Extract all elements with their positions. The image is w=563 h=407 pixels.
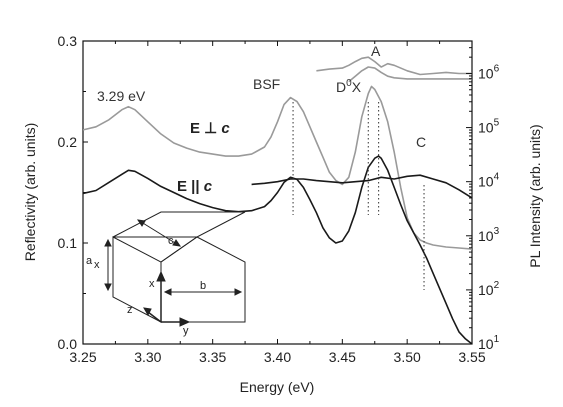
y-right-tick-label: 101: [478, 334, 500, 352]
annotation-c: C: [416, 134, 426, 150]
x-tick-label: 3.55: [458, 349, 485, 365]
inset-top-ridge: [160, 236, 198, 263]
inset-a-arrowhead-2: [104, 283, 112, 292]
annotation-d0x: D0X: [336, 78, 362, 95]
inset-b-arrowhead-1: [163, 288, 172, 296]
x-tick-label: 3.50: [394, 349, 421, 365]
annotation-e-par-c-italic: c: [204, 178, 213, 195]
series-line-5: [348, 66, 472, 83]
annotation-329ev: 3.29 eV: [97, 88, 146, 104]
y-left-tick-label: 0.0: [58, 336, 78, 352]
inset-c-arrowhead-1: [136, 219, 146, 227]
y-left-tick-label: 0.3: [58, 33, 78, 49]
inset-z-axis-arrow: [147, 311, 162, 323]
y-right-tick-label: 104: [478, 172, 500, 190]
inset-z-axis-arrowhead: [143, 307, 152, 317]
x-tick-label: 3.25: [69, 349, 96, 365]
series-line-3: [251, 174, 472, 199]
series-line-4: [316, 56, 472, 76]
y-right-tick-label: 103: [478, 226, 500, 244]
inset-crystal-diagram: [104, 211, 246, 327]
inset-label-y: y: [183, 325, 189, 337]
y-left-tick-label: 0.1: [58, 235, 78, 251]
x-tick-label: 3.40: [264, 349, 291, 365]
y-right-tick-label: 106: [478, 63, 500, 81]
annotation-e-perp-c: E ⊥ c: [190, 120, 230, 137]
series-layer: [83, 56, 472, 344]
series-line-2: [83, 155, 472, 344]
y-right-tick-label: 102: [478, 280, 500, 298]
inset-label-a: a: [86, 255, 93, 267]
series-line-1: [83, 85, 472, 250]
marker-lines: [292, 102, 425, 290]
inset-c-arrowhead-2: [172, 239, 182, 247]
inset-top-face: [112, 211, 246, 238]
y-axis-right-title: PL Intensity (arb. units): [527, 124, 543, 267]
inset-c-arrow: [137, 219, 181, 247]
inset-label-b: b: [200, 280, 206, 292]
x-axis-title: Energy (eV): [240, 379, 315, 395]
y-left-tick-label: 0.2: [58, 134, 78, 150]
y-axis-left-title: Reflectivity (arb. units): [22, 123, 38, 261]
annotation-e-par-prefix: E ||: [177, 178, 204, 195]
x-tick-label: 3.30: [134, 349, 161, 365]
annotation-a: A: [371, 43, 381, 59]
annotation-bsf: BSF: [253, 76, 280, 92]
inset-label-c: c: [168, 235, 174, 247]
inset-a-arrowhead-1: [104, 238, 112, 247]
inset-label-a-sub: x: [94, 259, 100, 271]
inset-label-x: x: [149, 278, 155, 290]
inset-b-arrowhead-2: [234, 288, 243, 296]
y-right-tick-label: 105: [478, 118, 500, 136]
x-tick-label: 3.45: [329, 349, 356, 365]
ticks-layer: 3.25 3.30 3.35 3.40 3.45 3.50 3.55 0.0 0.1 0.2 0.3…: [58, 33, 500, 365]
inset-label-z: z: [127, 304, 133, 316]
annotation-e-perp-c-italic: c: [221, 120, 230, 137]
annotation-d0x-sup: 0: [346, 78, 352, 89]
annotation-e-par-c: E || c: [177, 178, 213, 195]
annotation-d0x-d: D: [336, 79, 346, 95]
inset-x-axis-arrowhead: [156, 270, 166, 282]
inset-y-axis-arrowhead: [179, 317, 191, 327]
x-tick-label: 3.35: [199, 349, 226, 365]
annotation-d0x-x: X: [352, 79, 362, 95]
annotation-e-perp-prefix: E ⊥: [190, 120, 221, 137]
